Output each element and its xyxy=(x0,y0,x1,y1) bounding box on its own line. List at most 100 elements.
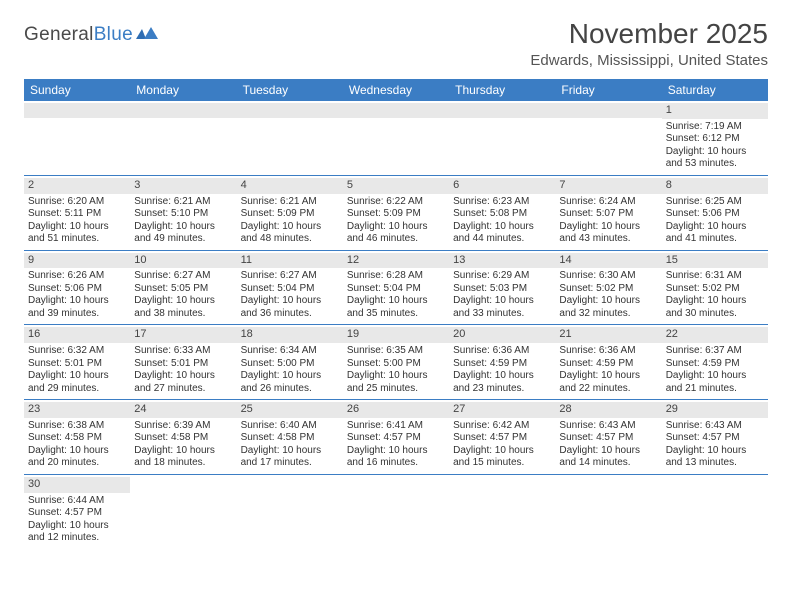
day-cell: 18Sunrise: 6:34 AMSunset: 5:00 PMDayligh… xyxy=(237,325,343,399)
sunrise-line: Sunrise: 6:30 AM xyxy=(559,270,657,283)
sunrise-line: Sunrise: 6:28 AM xyxy=(347,270,445,283)
weekday-wed: Wednesday xyxy=(343,79,449,101)
month-title: November 2025 xyxy=(530,18,768,50)
day-cell: 6Sunrise: 6:23 AMSunset: 5:08 PMDaylight… xyxy=(449,176,555,250)
day-number: 16 xyxy=(24,327,130,343)
sunset-line: Sunset: 5:03 PM xyxy=(453,283,551,296)
day-number xyxy=(343,477,449,492)
day-number: 23 xyxy=(24,402,130,418)
daylight-line: Daylight: 10 hours and 43 minutes. xyxy=(559,221,657,246)
daylight-line: Daylight: 10 hours and 38 minutes. xyxy=(134,295,232,320)
daylight-line: Daylight: 10 hours and 18 minutes. xyxy=(134,445,232,470)
day-number: 9 xyxy=(24,253,130,269)
daylight-line: Daylight: 10 hours and 29 minutes. xyxy=(28,370,126,395)
sunrise-line: Sunrise: 6:21 AM xyxy=(134,196,232,209)
day-number xyxy=(555,477,661,492)
sunrise-line: Sunrise: 6:41 AM xyxy=(347,420,445,433)
location: Edwards, Mississippi, United States xyxy=(530,52,768,69)
day-cell: 11Sunrise: 6:27 AMSunset: 5:04 PMDayligh… xyxy=(237,251,343,325)
daylight-line: Daylight: 10 hours and 30 minutes. xyxy=(666,295,764,320)
day-cell xyxy=(24,101,130,175)
day-number xyxy=(130,103,236,118)
day-cell: 10Sunrise: 6:27 AMSunset: 5:05 PMDayligh… xyxy=(130,251,236,325)
daylight-line: Daylight: 10 hours and 53 minutes. xyxy=(666,146,764,171)
day-number: 2 xyxy=(24,178,130,194)
day-number: 15 xyxy=(662,253,768,269)
title-block: November 2025 Edwards, Mississippi, Unit… xyxy=(530,18,768,69)
sunset-line: Sunset: 4:58 PM xyxy=(28,432,126,445)
daylight-line: Daylight: 10 hours and 48 minutes. xyxy=(241,221,339,246)
day-cell xyxy=(343,101,449,175)
day-number: 20 xyxy=(449,327,555,343)
sunset-line: Sunset: 5:08 PM xyxy=(453,208,551,221)
day-cell: 15Sunrise: 6:31 AMSunset: 5:02 PMDayligh… xyxy=(662,251,768,325)
day-cell: 29Sunrise: 6:43 AMSunset: 4:57 PMDayligh… xyxy=(662,400,768,474)
sunset-line: Sunset: 4:59 PM xyxy=(453,358,551,371)
day-cell: 30Sunrise: 6:44 AMSunset: 4:57 PMDayligh… xyxy=(24,475,130,549)
day-cell: 4Sunrise: 6:21 AMSunset: 5:09 PMDaylight… xyxy=(237,176,343,250)
sunset-line: Sunset: 5:04 PM xyxy=(347,283,445,296)
day-number: 21 xyxy=(555,327,661,343)
day-cell xyxy=(237,101,343,175)
day-cell xyxy=(555,475,661,549)
sunset-line: Sunset: 4:57 PM xyxy=(666,432,764,445)
sunrise-line: Sunrise: 6:42 AM xyxy=(453,420,551,433)
sunrise-line: Sunrise: 6:43 AM xyxy=(666,420,764,433)
sunset-line: Sunset: 5:02 PM xyxy=(559,283,657,296)
calendar: Sunday Monday Tuesday Wednesday Thursday… xyxy=(24,79,768,549)
day-number: 7 xyxy=(555,178,661,194)
sunset-line: Sunset: 5:00 PM xyxy=(347,358,445,371)
day-number: 27 xyxy=(449,402,555,418)
sunset-line: Sunset: 5:00 PM xyxy=(241,358,339,371)
daylight-line: Daylight: 10 hours and 14 minutes. xyxy=(559,445,657,470)
sunset-line: Sunset: 5:06 PM xyxy=(666,208,764,221)
sunrise-line: Sunrise: 6:34 AM xyxy=(241,345,339,358)
sunset-line: Sunset: 4:57 PM xyxy=(559,432,657,445)
daylight-line: Daylight: 10 hours and 15 minutes. xyxy=(453,445,551,470)
day-cell: 23Sunrise: 6:38 AMSunset: 4:58 PMDayligh… xyxy=(24,400,130,474)
sunrise-line: Sunrise: 6:43 AM xyxy=(559,420,657,433)
sunrise-line: Sunrise: 6:27 AM xyxy=(134,270,232,283)
day-cell: 12Sunrise: 6:28 AMSunset: 5:04 PMDayligh… xyxy=(343,251,449,325)
sunrise-line: Sunrise: 6:26 AM xyxy=(28,270,126,283)
sunset-line: Sunset: 5:09 PM xyxy=(241,208,339,221)
week-row: 1Sunrise: 7:19 AMSunset: 6:12 PMDaylight… xyxy=(24,101,768,176)
sunrise-line: Sunrise: 6:37 AM xyxy=(666,345,764,358)
daylight-line: Daylight: 10 hours and 46 minutes. xyxy=(347,221,445,246)
day-number: 26 xyxy=(343,402,449,418)
week-row: 23Sunrise: 6:38 AMSunset: 4:58 PMDayligh… xyxy=(24,400,768,475)
sunset-line: Sunset: 5:10 PM xyxy=(134,208,232,221)
daylight-line: Daylight: 10 hours and 16 minutes. xyxy=(347,445,445,470)
week-row: 16Sunrise: 6:32 AMSunset: 5:01 PMDayligh… xyxy=(24,325,768,400)
sunset-line: Sunset: 5:01 PM xyxy=(28,358,126,371)
daylight-line: Daylight: 10 hours and 12 minutes. xyxy=(28,520,126,545)
logo-word2: Blue xyxy=(94,24,133,45)
daylight-line: Daylight: 10 hours and 27 minutes. xyxy=(134,370,232,395)
day-cell xyxy=(555,101,661,175)
daylight-line: Daylight: 10 hours and 21 minutes. xyxy=(666,370,764,395)
daylight-line: Daylight: 10 hours and 25 minutes. xyxy=(347,370,445,395)
sunset-line: Sunset: 5:07 PM xyxy=(559,208,657,221)
weekday-header: Sunday Monday Tuesday Wednesday Thursday… xyxy=(24,79,768,101)
day-cell: 9Sunrise: 6:26 AMSunset: 5:06 PMDaylight… xyxy=(24,251,130,325)
day-cell xyxy=(237,475,343,549)
day-cell: 19Sunrise: 6:35 AMSunset: 5:00 PMDayligh… xyxy=(343,325,449,399)
sunset-line: Sunset: 4:58 PM xyxy=(241,432,339,445)
daylight-line: Daylight: 10 hours and 23 minutes. xyxy=(453,370,551,395)
day-cell: 17Sunrise: 6:33 AMSunset: 5:01 PMDayligh… xyxy=(130,325,236,399)
day-number: 5 xyxy=(343,178,449,194)
sunrise-line: Sunrise: 6:39 AM xyxy=(134,420,232,433)
sunrise-line: Sunrise: 6:35 AM xyxy=(347,345,445,358)
day-cell xyxy=(343,475,449,549)
sunset-line: Sunset: 5:09 PM xyxy=(347,208,445,221)
sunrise-line: Sunrise: 6:36 AM xyxy=(559,345,657,358)
day-cell: 3Sunrise: 6:21 AMSunset: 5:10 PMDaylight… xyxy=(130,176,236,250)
day-number: 17 xyxy=(130,327,236,343)
weekday-mon: Monday xyxy=(130,79,236,101)
sunrise-line: Sunrise: 6:33 AM xyxy=(134,345,232,358)
day-number: 18 xyxy=(237,327,343,343)
day-cell: 1Sunrise: 7:19 AMSunset: 6:12 PMDaylight… xyxy=(662,101,768,175)
sunrise-line: Sunrise: 6:20 AM xyxy=(28,196,126,209)
logo: GeneralBlue xyxy=(24,18,158,46)
day-number: 8 xyxy=(662,178,768,194)
